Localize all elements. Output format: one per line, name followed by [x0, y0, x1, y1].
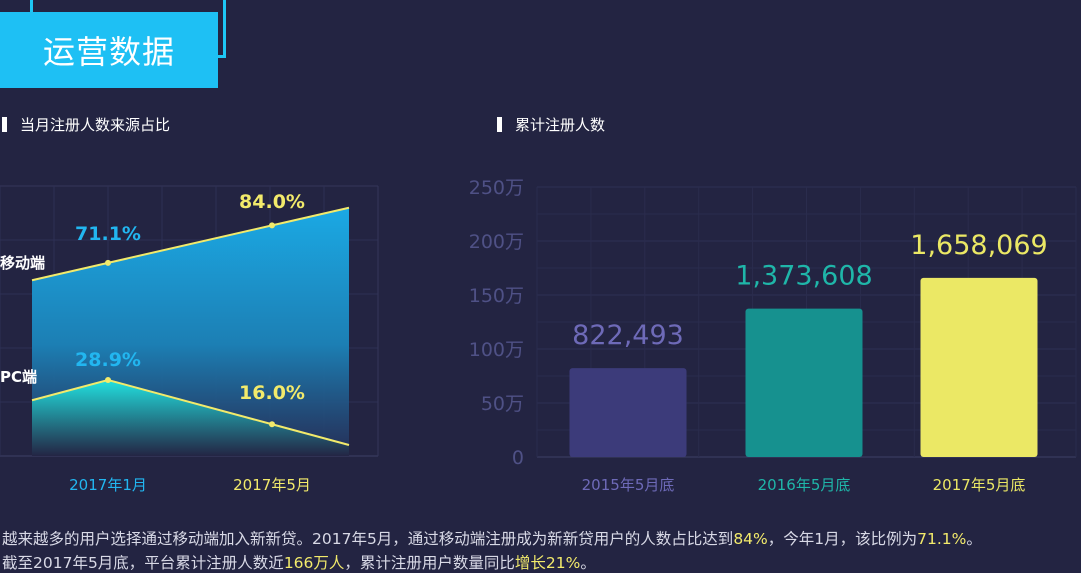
series-line-pc	[31, 378, 350, 446]
footer-text: ，累计注册用户数量同比	[344, 554, 515, 572]
section-marker	[2, 117, 7, 132]
y-tick-label: 50万	[481, 393, 524, 415]
y-tick-label: 250万	[469, 177, 524, 199]
footer-text: 越来越多的用户选择通过移动端加入新新贷。2017年5月，通过移动端注册成为新新贷…	[2, 530, 734, 548]
x-tick-label: 2017年5月底	[933, 476, 1026, 494]
footer-text: 。	[966, 530, 982, 548]
footer-text: 截至2017年5月底，平台累计注册人数近	[2, 554, 284, 572]
footer-highlight: 84%	[733, 530, 768, 548]
y-tick-label: 150万	[469, 285, 524, 307]
footer-highlight: 166万人	[283, 554, 345, 572]
data-label: 84.0%	[239, 191, 305, 213]
data-point	[105, 377, 111, 383]
right-section-title: 累计注册人数	[497, 114, 605, 135]
data-label: 71.1%	[75, 223, 141, 245]
series-name-label: 移动端	[0, 254, 45, 272]
left-section-title: 当月注册人数来源占比	[2, 114, 170, 135]
y-tick-label: 200万	[469, 231, 524, 253]
data-point	[105, 259, 111, 266]
x-tick-label: 2017年5月	[233, 476, 311, 494]
series-line-mobile	[31, 206, 350, 282]
data-label: 28.9%	[75, 349, 141, 371]
x-tick-label: 2016年5月底	[758, 476, 851, 494]
bar	[920, 277, 1038, 457]
footer-text: ，今年1月，该比例为	[767, 530, 918, 548]
bar	[745, 308, 863, 457]
bar-value-label: 1,373,608	[735, 261, 872, 292]
x-tick-label: 2015年5月底	[582, 476, 675, 494]
bar	[569, 368, 687, 457]
data-point	[269, 222, 275, 229]
footer-text: 。	[580, 554, 596, 572]
section-marker	[497, 117, 502, 132]
bar-value-label: 1,658,069	[910, 230, 1047, 261]
footer-highlight: 增长21%	[514, 554, 581, 572]
page-title-banner: 运营数据	[0, 12, 218, 88]
data-label: 16.0%	[239, 382, 305, 404]
left-section-title-text: 当月注册人数来源占比	[20, 116, 171, 134]
footer-line-1: 越来越多的用户选择通过移动端加入新新贷。2017年5月，通过移动端注册成为新新贷…	[2, 527, 982, 549]
bar-value-label: 822,493	[572, 320, 684, 351]
footer-highlight: 71.1%	[917, 530, 967, 548]
x-tick-label: 2017年1月	[69, 476, 147, 494]
data-point	[269, 421, 275, 428]
y-tick-label: 0	[512, 447, 524, 469]
series-name-label: PC端	[0, 368, 37, 386]
y-tick-label: 100万	[469, 339, 524, 361]
page-title: 运营数据	[42, 33, 175, 71]
right-section-title-text: 累计注册人数	[515, 116, 606, 134]
area-fill-pc	[32, 380, 349, 456]
footer-line-2: 截至2017年5月底，平台累计注册人数近166万人，累计注册用户数量同比增长21…	[2, 551, 596, 573]
